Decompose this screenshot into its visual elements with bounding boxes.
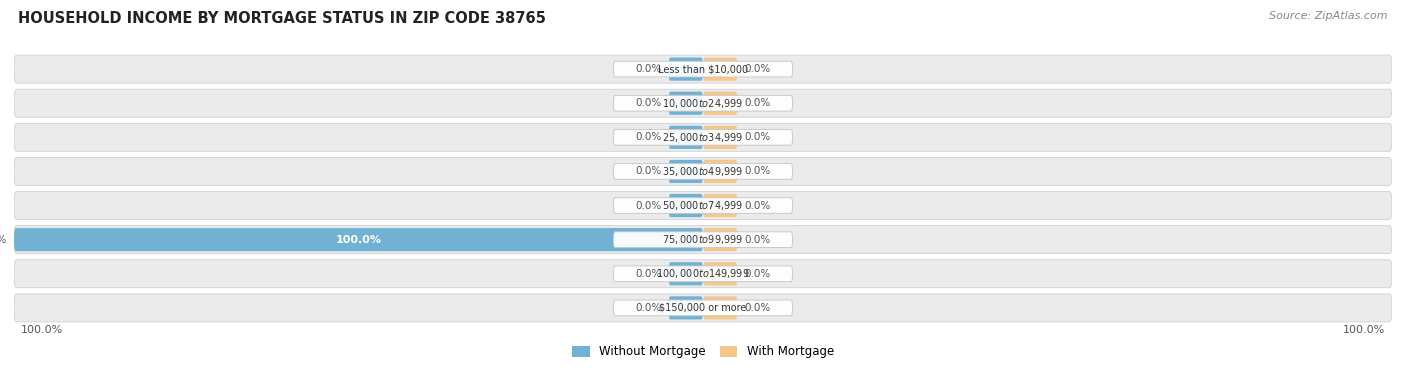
FancyBboxPatch shape: [669, 194, 703, 217]
FancyBboxPatch shape: [703, 58, 738, 81]
Text: Source: ZipAtlas.com: Source: ZipAtlas.com: [1270, 11, 1388, 21]
FancyBboxPatch shape: [669, 92, 703, 115]
FancyBboxPatch shape: [14, 226, 1392, 254]
Text: 0.0%: 0.0%: [636, 201, 662, 211]
Text: $50,000 to $74,999: $50,000 to $74,999: [662, 199, 744, 212]
Text: HOUSEHOLD INCOME BY MORTGAGE STATUS IN ZIP CODE 38765: HOUSEHOLD INCOME BY MORTGAGE STATUS IN Z…: [18, 11, 546, 26]
Text: 100.0%: 100.0%: [0, 234, 7, 245]
FancyBboxPatch shape: [613, 300, 793, 316]
FancyBboxPatch shape: [14, 192, 1392, 219]
FancyBboxPatch shape: [14, 260, 1392, 288]
FancyBboxPatch shape: [613, 129, 793, 145]
Text: $150,000 or more: $150,000 or more: [659, 303, 747, 313]
Text: 0.0%: 0.0%: [636, 64, 662, 74]
Text: $75,000 to $99,999: $75,000 to $99,999: [662, 233, 744, 246]
Text: 0.0%: 0.0%: [636, 303, 662, 313]
Text: 0.0%: 0.0%: [744, 64, 770, 74]
Text: 0.0%: 0.0%: [636, 269, 662, 279]
Text: 0.0%: 0.0%: [744, 98, 770, 108]
FancyBboxPatch shape: [613, 232, 793, 248]
FancyBboxPatch shape: [669, 160, 703, 183]
FancyBboxPatch shape: [14, 89, 1392, 117]
FancyBboxPatch shape: [669, 262, 703, 285]
Text: 0.0%: 0.0%: [636, 132, 662, 143]
FancyBboxPatch shape: [703, 194, 738, 217]
Text: 0.0%: 0.0%: [744, 166, 770, 176]
Text: 100.0%: 100.0%: [21, 325, 63, 335]
FancyBboxPatch shape: [14, 123, 1392, 151]
FancyBboxPatch shape: [613, 95, 793, 111]
FancyBboxPatch shape: [613, 164, 793, 179]
FancyBboxPatch shape: [703, 92, 738, 115]
FancyBboxPatch shape: [703, 160, 738, 183]
FancyBboxPatch shape: [14, 294, 1392, 322]
Text: 0.0%: 0.0%: [744, 269, 770, 279]
Text: 0.0%: 0.0%: [744, 201, 770, 211]
FancyBboxPatch shape: [14, 228, 703, 251]
FancyBboxPatch shape: [669, 58, 703, 81]
FancyBboxPatch shape: [613, 266, 793, 282]
FancyBboxPatch shape: [669, 296, 703, 319]
Text: $35,000 to $49,999: $35,000 to $49,999: [662, 165, 744, 178]
Text: 100.0%: 100.0%: [336, 234, 381, 245]
Text: 0.0%: 0.0%: [744, 303, 770, 313]
Text: $10,000 to $24,999: $10,000 to $24,999: [662, 97, 744, 110]
Text: 0.0%: 0.0%: [636, 98, 662, 108]
Text: 0.0%: 0.0%: [744, 234, 770, 245]
FancyBboxPatch shape: [613, 198, 793, 213]
FancyBboxPatch shape: [703, 262, 738, 285]
Text: $25,000 to $34,999: $25,000 to $34,999: [662, 131, 744, 144]
FancyBboxPatch shape: [613, 61, 793, 77]
FancyBboxPatch shape: [703, 296, 738, 319]
Text: Less than $10,000: Less than $10,000: [658, 64, 748, 74]
Text: $100,000 to $149,999: $100,000 to $149,999: [657, 267, 749, 280]
FancyBboxPatch shape: [703, 228, 738, 251]
FancyBboxPatch shape: [703, 126, 738, 149]
Text: 0.0%: 0.0%: [636, 166, 662, 176]
Text: 100.0%: 100.0%: [1343, 325, 1385, 335]
FancyBboxPatch shape: [669, 126, 703, 149]
Legend: Without Mortgage, With Mortgage: Without Mortgage, With Mortgage: [567, 341, 839, 363]
Text: 0.0%: 0.0%: [744, 132, 770, 143]
FancyBboxPatch shape: [14, 158, 1392, 185]
FancyBboxPatch shape: [14, 55, 1392, 83]
